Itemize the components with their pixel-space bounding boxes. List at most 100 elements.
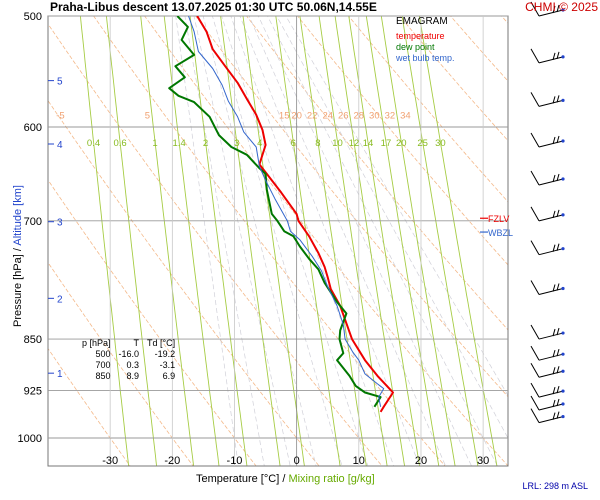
wind-barb-flag — [556, 398, 560, 407]
table-header: Td [°C] — [147, 338, 176, 348]
dry-adiabat-line — [48, 23, 383, 466]
wind-barb-dot — [561, 213, 565, 217]
moist-adiabat-line — [184, 16, 265, 466]
wind-barb-staff — [530, 382, 540, 398]
wind-barb-staff — [530, 48, 540, 64]
wind-barb-flag — [552, 244, 556, 252]
wind-barb-flag — [556, 327, 560, 336]
wind-barb-dot — [561, 8, 565, 12]
dry-adiabat-line — [348, 16, 508, 203]
temperature-tick-label: -10 — [227, 455, 243, 467]
wind-barb-staff — [530, 170, 540, 186]
wind-barb-flag — [552, 284, 556, 292]
altitude-tick-label: 3 — [57, 218, 63, 229]
wind-barb-flag — [552, 210, 556, 218]
wind-barb-shaft — [538, 403, 564, 411]
wind-barb-shaft — [538, 288, 564, 295]
wind-barb-staff — [530, 362, 540, 378]
mixing-ratio-lines — [79, 16, 498, 466]
wind-barb-flag — [556, 173, 560, 182]
wind-barb-shaft — [538, 9, 564, 17]
temperature-tick-label: 20 — [415, 455, 427, 467]
temperature-tick-label: -30 — [102, 455, 118, 467]
dry-adiabat-line — [195, 16, 508, 398]
wind-barb-staff — [530, 1, 540, 17]
wind-barbs — [530, 1, 565, 424]
grid-lines — [47, 15, 509, 467]
mixing-ratio-label: 14 — [363, 138, 374, 149]
pressure-tick-label: 925 — [24, 386, 42, 398]
dry-adiabat-label: 22 — [307, 111, 318, 122]
profile-series — [168, 16, 394, 413]
table-cell: -19.2 — [154, 349, 176, 359]
mixing-ratio-line — [418, 16, 498, 466]
pressure-tick-label: 850 — [24, 334, 42, 346]
wind-barb-flag — [552, 136, 556, 145]
pressure-tick-label: 600 — [24, 122, 42, 134]
mixing-ratio-line — [334, 16, 406, 466]
wind-barb-shaft — [538, 56, 564, 64]
level-markers: FZLV WBZL — [480, 214, 513, 238]
mixing-ratio-line — [140, 16, 195, 466]
wind-barb-shaft — [538, 332, 564, 340]
dry-adiabat-line — [48, 179, 257, 466]
pressure-tick-label: 700 — [24, 216, 42, 228]
wind-barb-staff — [530, 408, 540, 423]
wind-barb-flag — [556, 349, 560, 357]
table-header-row: p [hPa] T Td [°C] — [78, 338, 179, 349]
wind-barb-staff — [530, 280, 540, 295]
legend-item-dew-point: dew point — [396, 42, 435, 52]
wind-barb-flag — [556, 366, 560, 374]
wind-barb-dot — [561, 247, 565, 251]
credit-text: CHMI © 2025 — [525, 0, 598, 14]
table-row: 700 0.3 -3.1 — [78, 360, 179, 371]
wind-barb-staff — [530, 395, 540, 411]
wind-barb-flag — [556, 209, 560, 217]
mixing-ratio-label: 17 — [381, 138, 392, 149]
wind-barb-flag — [556, 51, 560, 59]
x-axis-label: Temperature [°C] / Mixing ratio [g/kg] — [196, 473, 375, 485]
wind-barb-flag — [552, 96, 556, 104]
legend-title: EMAGRAM — [396, 16, 448, 27]
level-marker-label: WBZL — [488, 228, 513, 238]
dry-adiabat-label: 5 — [145, 111, 150, 122]
wind-barb-shaft — [538, 248, 564, 256]
mixing-ratio-line — [275, 16, 341, 466]
temperature-tick-label: -20 — [164, 455, 180, 467]
table-cell: 8.9 — [126, 371, 140, 381]
table-cell: 700 — [95, 360, 111, 370]
mixing-ratio-label: 3 — [234, 138, 239, 149]
wind-barb-shaft — [538, 99, 564, 107]
wind-barb-flag — [552, 5, 556, 14]
dry-adiabat-line — [144, 16, 508, 466]
altitude-tick-label: 2 — [57, 294, 63, 305]
mixing-ratio-line — [401, 16, 479, 466]
wind-barb-flag — [552, 386, 556, 395]
legend: EMAGRAM temperature dew point wet bulb t… — [392, 16, 482, 64]
moist-adiabat-line — [248, 16, 447, 466]
legend-item-temperature: temperature — [396, 31, 445, 41]
wind-barb-shaft — [538, 370, 564, 378]
moist-adiabat-line — [285, 16, 508, 397]
wind-barb-shaft — [538, 416, 564, 424]
mixing-ratio-label: 0.6 — [113, 138, 126, 149]
mixing-ratio-label: 6 — [291, 138, 296, 149]
wind-barb-flag — [552, 399, 556, 408]
wind-barb-dot — [561, 55, 565, 59]
wind-barb-flag — [556, 4, 560, 13]
dry-adiabat-label: -5 — [56, 111, 64, 122]
table-cell: -16.0 — [118, 349, 140, 359]
wind-barb-dot — [561, 286, 565, 291]
dry-adiabat-label: 15 — [279, 111, 290, 122]
temperature-tick-label: 10 — [353, 455, 365, 467]
dry-adiabat-label: 28 — [354, 111, 365, 122]
wind-barb-staff — [530, 324, 540, 340]
wind-barb-flag — [552, 328, 556, 337]
mixing-ratio-label: 30 — [435, 138, 446, 149]
temperature-tick-label: 0 — [294, 455, 300, 467]
wind-barb-staff — [530, 206, 540, 222]
level-marker-label: FZLV — [488, 214, 509, 224]
lrl-label: LRL: 298 m ASL — [522, 481, 588, 491]
table-cell: 500 — [95, 349, 111, 359]
